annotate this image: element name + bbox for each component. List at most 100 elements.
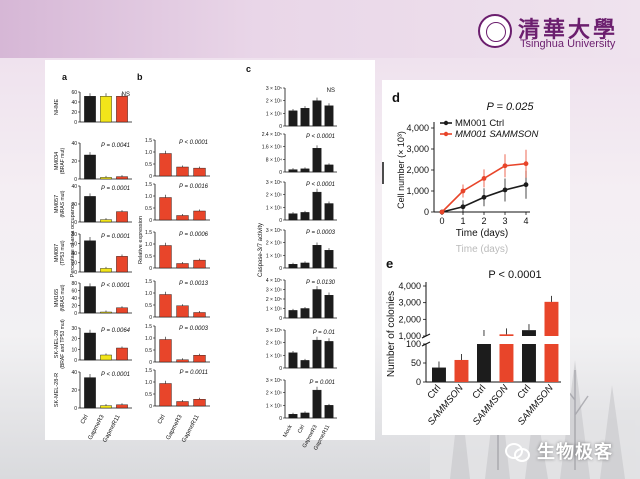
panel-a-ylabel: Percentage of area occupancy xyxy=(70,202,76,277)
panel-e-bar-upper xyxy=(544,301,559,336)
panel-a-row-stat: P = 0.0041 xyxy=(101,143,130,149)
panel-a-row-bar xyxy=(84,332,96,361)
panel-b-row-tick-label: 1.5 xyxy=(145,182,152,188)
panel-c-row-bar xyxy=(324,405,334,419)
panel-c-row-tick-label: 2 × 10⁵ xyxy=(266,391,282,397)
panel-a-label: a xyxy=(62,72,68,82)
panel-e-category-label: Ctrl xyxy=(470,383,488,401)
panel-a-row-sub: (NRAS mut) xyxy=(60,284,66,311)
panel-b-row-bar xyxy=(193,259,206,269)
panel-b-row-bar xyxy=(159,153,172,177)
panel-c-row-tick-label: 2 × 10⁵ xyxy=(266,341,282,347)
panel-c-row-bar xyxy=(324,164,334,173)
panel-c-row-tick-label: 2.4 × 10⁵ xyxy=(262,132,282,138)
panel-c-ylabel: Caspase-3/7 activity xyxy=(258,223,264,277)
panel-b-row-stat: P = 0.0011 xyxy=(179,370,208,376)
panel-b-row-tick-label: 1.5 xyxy=(145,230,152,236)
panel-a-row-bar xyxy=(116,176,128,180)
panel-a-row-bar xyxy=(100,96,112,123)
panel-e-bar-lower xyxy=(544,344,559,382)
panel-c-row-bar xyxy=(312,339,322,369)
panel-a-row-bar xyxy=(116,347,128,361)
panel-b-row-tick-label: 0.5 xyxy=(145,206,152,212)
panel-e-y-tick-label: 3,000 xyxy=(398,298,421,308)
panel-c-row-bar xyxy=(288,264,298,269)
panel-a-row-bar xyxy=(84,240,96,273)
panel-c-xlabel: Ctrl xyxy=(297,424,306,434)
panel-c-row-tick-label: 2 × 10⁵ xyxy=(266,297,282,303)
panel-e-category-label: Ctrl xyxy=(425,383,443,401)
panel-a-row-tick-label: 20 xyxy=(71,304,77,310)
panel-b-row-bar xyxy=(193,167,206,177)
panel-c-row-bar xyxy=(324,250,334,269)
panel-a-xlabel: GapmeR11 xyxy=(102,414,122,444)
panel-c-row-bar xyxy=(312,289,322,319)
panel-b-row-tick-label: 1.0 xyxy=(145,336,152,342)
panel-c-row-bar xyxy=(288,310,298,319)
panel-c-row-bar xyxy=(300,360,310,369)
panel-a-row-tick-label: 40 xyxy=(71,100,77,106)
wechat-watermark: 生物极客 xyxy=(505,437,613,465)
panel-d-below-axis-text: Time (days) xyxy=(456,244,508,255)
panel-b-row-tick-label: 1.5 xyxy=(145,279,152,285)
wechat-icon xyxy=(505,441,531,462)
panel-a-row-tick-label: 0 xyxy=(74,220,77,226)
panel-b-row-bar xyxy=(193,399,206,407)
panel-e-category-label: Ctrl xyxy=(515,383,533,401)
figure-right-panel xyxy=(382,80,570,435)
panel-e-y-tick-label: 4,000 xyxy=(398,281,421,291)
panel-a-row-tick-label: 0 xyxy=(74,120,77,126)
panel-a-row-bar xyxy=(84,196,96,223)
panel-c-row-tick-label: 2 × 10⁵ xyxy=(266,99,282,105)
panel-a-row-stat: P = 0.0001 xyxy=(101,234,130,240)
panel-d-x-tick-label: 4 xyxy=(523,216,528,226)
panel-a-row-tick-label: 40 xyxy=(71,184,77,190)
panel-d-stat: P = 0.025 xyxy=(487,101,535,113)
panel-c-row-stat: P < 0.0001 xyxy=(306,134,335,140)
panel-c-row-tick-label: 3 × 10⁵ xyxy=(266,328,282,334)
panel-a-row-bar xyxy=(116,96,128,123)
panel-e-y-tick-label: 2,000 xyxy=(398,314,421,324)
panel-a-row-name: MM087 xyxy=(54,244,60,262)
panel-c-row-stat: P = 0.01 xyxy=(313,330,335,336)
panel-c-row-tick-label: 4 × 10⁵ xyxy=(266,278,282,284)
panel-b-row-tick-label: 0.5 xyxy=(145,392,152,398)
panel-a-row-tick-label: 80 xyxy=(71,281,77,287)
panel-b-ylabel: Relative expression xyxy=(138,216,144,264)
panel-b-row-bar xyxy=(159,339,172,363)
panel-a-row-bar xyxy=(100,405,112,409)
panel-e-ylabel: Number of colonies xyxy=(386,291,397,377)
panel-b-row-bar xyxy=(159,383,172,407)
panel-b-row-bar xyxy=(176,166,189,177)
panel-d-legend-marker xyxy=(443,131,449,137)
panel-d-legend-label: MM001 Ctrl xyxy=(455,118,504,129)
panel-c-row-tick-label: 0 xyxy=(279,366,282,372)
panel-b-row-bar xyxy=(193,312,206,318)
panel-a-row-name: MM057 xyxy=(54,195,60,213)
panel-e-y-tick-label: 100 xyxy=(406,339,421,349)
title-band xyxy=(0,0,640,58)
panel-b-row-stat: P < 0.0001 xyxy=(179,140,208,146)
panel-a-row-stat: P < 0.0001 xyxy=(101,372,130,378)
panel-b-row-tick-label: 0.5 xyxy=(145,303,152,309)
panel-d-point xyxy=(439,209,445,215)
panel-c-row-stat: P = 0.0130 xyxy=(306,280,336,286)
panel-c-row-tick-label: 1 × 10⁵ xyxy=(266,111,282,117)
panel-a-row-name: MM165 xyxy=(54,289,60,307)
panel-e-bar-upper xyxy=(499,334,514,336)
panel-c-row-tick-label: 0 xyxy=(279,170,282,176)
panel-e-y-tick-label: 1,000 xyxy=(398,331,421,341)
panel-b-row-tick-label: 1.5 xyxy=(145,368,152,374)
panel-e-y-tick-label: 0 xyxy=(416,377,421,387)
panel-c-row-tick-label: 1 × 10⁵ xyxy=(266,353,282,359)
panel-a-row-tick-label: 60 xyxy=(71,289,77,295)
panel-a-row-bar xyxy=(100,354,112,361)
panel-b-row-bar xyxy=(159,294,172,318)
panel-b-row-tick-label: 1.5 xyxy=(145,138,152,144)
panel-a-row-tick-label: 40 xyxy=(71,296,77,302)
panel-b-label: b xyxy=(137,72,143,82)
panel-a-row-tick-label: 20 xyxy=(71,159,77,165)
panel-a-row-tick-label: 0 xyxy=(74,311,77,317)
panel-d-y-tick-label: 1,000 xyxy=(406,186,429,196)
panel-a-row-tick-label: 60 xyxy=(71,90,77,96)
